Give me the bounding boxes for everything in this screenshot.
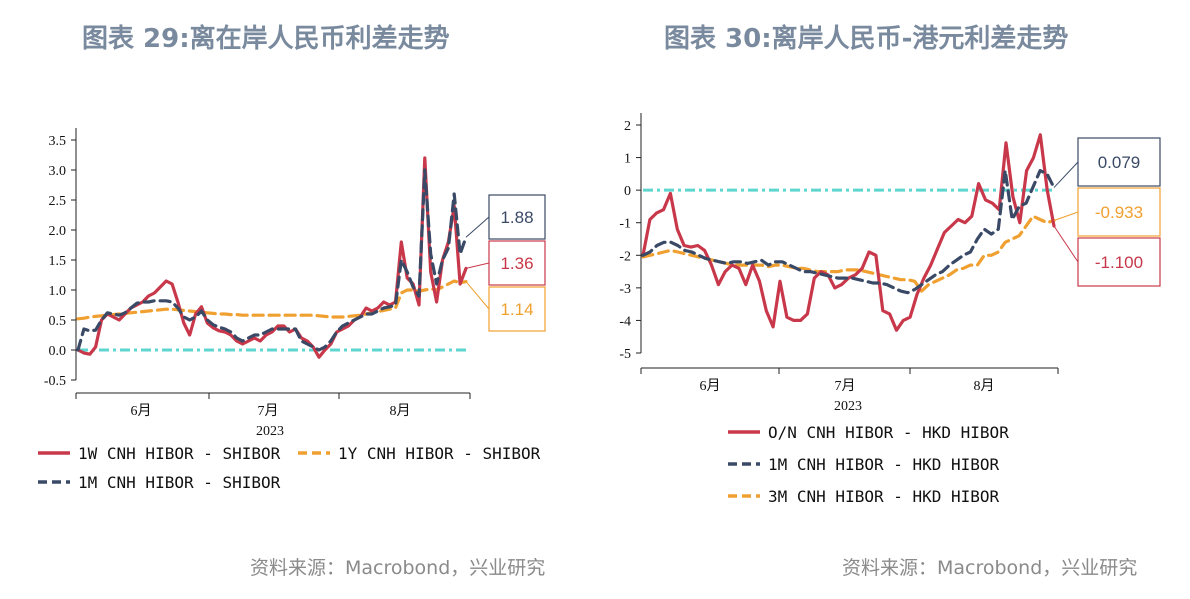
right-series-line-o-n-cnh-hibor-hkd-hibor: [641, 133, 1056, 332]
right-callout-value-o-n-cnh-hibor-hkd-hibor: -1.100: [1095, 253, 1143, 272]
left-callout-value-1y-cnh-hibor-shibor: 1.14: [500, 300, 533, 319]
left-callout-value-1m-cnh-hibor-shibor: 1.88: [500, 208, 533, 227]
left-y-tick-label: -0.5: [44, 374, 66, 389]
left-callout-leader-1m-cnh-hibor-shibor: [465, 216, 490, 238]
left-legend-label-1y-cnh-hibor-shibor: 1Y CNH HIBOR - SHIBOR: [338, 444, 541, 463]
left-legend-label-1w-cnh-hibor-shibor: 1W CNH HIBOR - SHIBOR: [78, 444, 281, 463]
left-y-tick-label: 2.5: [49, 194, 67, 209]
right-y-tick-label: 1: [624, 152, 631, 167]
left-series-line-1m-cnh-hibor-shibor: [76, 168, 468, 352]
right-callout-box-o-n-cnh-hibor-hkd-hibor: [1077, 237, 1161, 287]
left-x-tick-label: 7月: [258, 403, 279, 419]
left-y-tick-label: 3.5: [49, 134, 67, 149]
right-y-tick-label: -2: [619, 249, 631, 264]
right-source-note: 资料来源：Macrobond，兴业研究: [842, 557, 1138, 579]
right-legend-label-3m-cnh-hibor-hkd-hibor: 3M CNH HIBOR - HKD HIBOR: [768, 487, 1000, 506]
right-callout-leader-o-n-cnh-hibor-hkd-hibor: [1053, 225, 1079, 263]
left-callout-value-1w-cnh-hibor-shibor: 1.36: [500, 254, 533, 273]
left-y-tick-label: 2.0: [49, 224, 67, 239]
right-callout-box-1m-cnh-hibor-hkd-hibor: [1077, 137, 1161, 187]
left-y-tick-label: 1.0: [49, 284, 67, 299]
right-series-line-1m-cnh-hibor-hkd-hibor: [641, 169, 1056, 295]
left-callout-box-1m-cnh-hibor-shibor: [488, 194, 546, 240]
right-chart-title: 图表 30:离岸人民币-港元利差走势: [664, 24, 1069, 54]
right-y-tick-label: -5: [619, 347, 631, 362]
right-series-line-3m-cnh-hibor-hkd-hibor: [641, 214, 1056, 293]
right-x-tick-label: 7月: [835, 378, 856, 394]
right-callout-leader-1m-cnh-hibor-hkd-hibor: [1053, 161, 1079, 188]
right-y-tick-label: 2: [624, 119, 631, 134]
left-callout-leader-1w-cnh-hibor-shibor: [465, 262, 490, 269]
right-y-tick-label: -3: [619, 282, 631, 297]
right-x-tick-label: 6月: [700, 378, 721, 394]
left-x-tick-label: 6月: [131, 403, 152, 419]
left-y-tick-label: 1.5: [49, 254, 67, 269]
left-y-tick-label: 0.5: [49, 314, 67, 329]
left-callout-leader-1y-cnh-hibor-shibor: [465, 281, 490, 310]
right-y-tick-label: -1: [619, 217, 631, 232]
left-x-tick-label: 8月: [390, 403, 411, 419]
left-series-line-1y-cnh-hibor-shibor: [76, 279, 468, 321]
left-callout-box-1y-cnh-hibor-shibor: [488, 286, 546, 332]
left-x-year-label: 2023: [256, 424, 284, 439]
right-x-tick-label: 8月: [974, 378, 995, 394]
left-legend-label-1m-cnh-hibor-shibor: 1M CNH HIBOR - SHIBOR: [78, 473, 281, 492]
right-x-year-label: 2023: [834, 399, 862, 414]
right-callout-value-3m-cnh-hibor-hkd-hibor: -0.933: [1095, 203, 1143, 222]
right-y-tick-label: 0: [624, 184, 631, 199]
left-chart: 3.5 3.0 2.5 2.0 1.5 1.0 0.5 0.0 -0.5 6月 7月 8月 2023 1.…: [38, 128, 546, 492]
right-callout-box-3m-cnh-hibor-hkd-hibor: [1077, 187, 1161, 237]
left-y-tick-label: 0.0: [49, 344, 67, 359]
left-callout-box-1w-cnh-hibor-shibor: [488, 240, 546, 286]
left-y-tick-label: 3.0: [49, 164, 67, 179]
right-legend-label-1m-cnh-hibor-hkd-hibor: 1M CNH HIBOR - HKD HIBOR: [768, 455, 1000, 474]
right-y-tick-label: -4: [619, 314, 631, 329]
left-source-note: 资料来源：Macrobond，兴业研究: [250, 557, 546, 579]
right-callout-value-1m-cnh-hibor-hkd-hibor: 0.079: [1098, 153, 1141, 172]
right-legend-label-o-n-cnh-hibor-hkd-hibor: O/N CNH HIBOR - HKD HIBOR: [768, 423, 1009, 442]
left-chart-title: 图表 29:离在岸人民币利差走势: [82, 24, 450, 54]
right-callout-leader-3m-cnh-hibor-hkd-hibor: [1053, 211, 1079, 222]
